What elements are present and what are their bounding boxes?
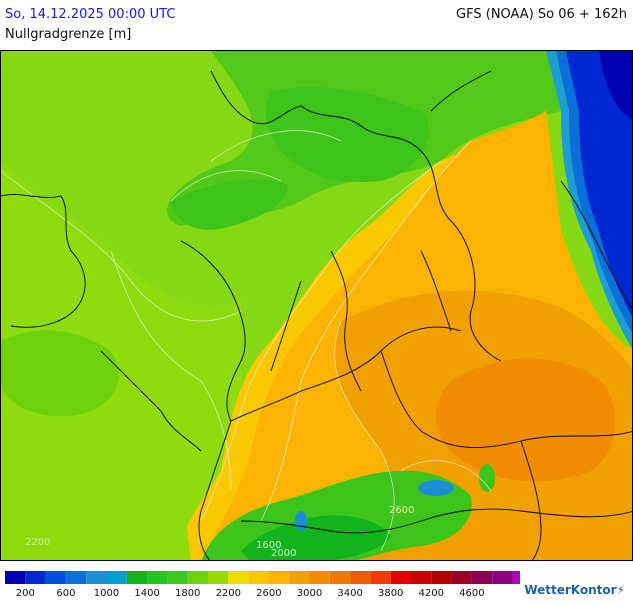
legend-swatch xyxy=(268,571,290,584)
contour-label-2200: 2200 xyxy=(25,537,50,548)
forecast-date: So, 14.12.2025 00:00 UTC xyxy=(5,7,176,22)
legend-swatch xyxy=(512,571,533,584)
legend-swatch xyxy=(370,571,391,584)
field-orange-3 xyxy=(436,358,615,482)
field-denmark xyxy=(265,87,429,182)
contour-label-1600: 1600 xyxy=(256,540,281,551)
legend-swatch xyxy=(5,571,26,584)
borders xyxy=(1,70,632,560)
legend-swatch xyxy=(390,571,411,584)
legend-swatch xyxy=(411,571,432,584)
legend-label: 200 xyxy=(16,588,35,599)
legend-swatch xyxy=(187,571,208,584)
field-west-lobe xyxy=(1,330,119,417)
legend-label: 600 xyxy=(56,588,75,599)
field-east-dark xyxy=(566,51,632,317)
legend-swatch xyxy=(329,571,351,584)
field-alps-east xyxy=(479,464,495,492)
legend-label: 4200 xyxy=(419,588,444,599)
legend-swatch xyxy=(167,571,188,584)
legend-swatch xyxy=(147,571,168,584)
field-southwest xyxy=(1,469,191,560)
legend-swatch xyxy=(228,571,249,584)
legend-label: 3400 xyxy=(337,588,362,599)
legend-swatch xyxy=(208,571,229,584)
legend-swatch xyxy=(25,571,46,584)
freezing-level-map[interactable]: 2600 2200 1600 2000 xyxy=(0,50,633,561)
field-alps-low-2 xyxy=(295,511,307,531)
legend-swatch xyxy=(65,571,87,584)
logo-text: WetterKontor xyxy=(524,583,617,597)
map-canvas: 2600 2200 1600 2000 xyxy=(1,51,632,560)
legend-swatch xyxy=(45,571,66,584)
legend-swatch xyxy=(309,571,330,584)
legend-swatch xyxy=(492,571,513,584)
field-west xyxy=(1,161,241,560)
legend-swatch xyxy=(126,571,148,584)
field-east-deep xyxy=(599,51,632,120)
map-contour-labels: 2600 2200 1600 2000 xyxy=(25,505,414,559)
legend-label: 4600 xyxy=(459,588,484,599)
legend-swatch xyxy=(86,571,107,584)
legend-swatch xyxy=(106,571,127,584)
logo-mark-icon: ⚡ xyxy=(616,583,625,597)
legend-label: 3000 xyxy=(297,588,322,599)
contour-label-2600: 2600 xyxy=(389,505,414,516)
legend-label: 2600 xyxy=(256,588,281,599)
legend-swatch xyxy=(431,571,452,584)
legend-swatch xyxy=(289,571,310,584)
field-alps-low xyxy=(418,480,454,496)
contour-label-2000: 2000 xyxy=(271,548,296,559)
legend-swatch xyxy=(248,571,269,584)
field-alps-core xyxy=(241,515,391,560)
legend-label: 1800 xyxy=(175,588,200,599)
legend-label: 2200 xyxy=(216,588,241,599)
legend-swatch xyxy=(350,571,371,584)
model-run: GFS (NOAA) So 06 + 162h xyxy=(456,7,627,22)
parameter-title: Nullgradgrenze [m] xyxy=(5,27,132,42)
color-legend: 200 600 1000 1400 1800 2200 2600 3000 3400 3800 42… xyxy=(0,565,633,600)
legend-swatch xyxy=(471,571,493,584)
wetterkontor-logo: WetterKontor⚡ xyxy=(524,583,625,597)
legend-canvas: 200 600 1000 1400 1800 2200 2600 3000 3400 3800 42… xyxy=(5,571,533,599)
legend-swatch xyxy=(451,571,472,584)
legend-label: 1000 xyxy=(94,588,119,599)
legend-label: 3800 xyxy=(378,588,403,599)
field-benelux xyxy=(171,179,288,230)
legend-label: 1400 xyxy=(134,588,159,599)
